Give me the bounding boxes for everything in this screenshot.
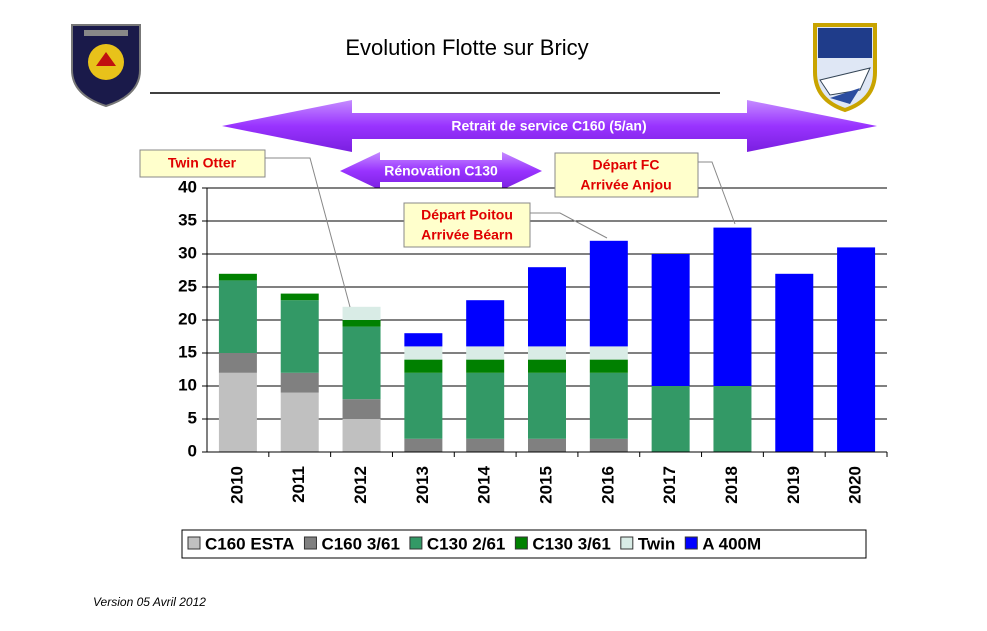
bar-segment xyxy=(404,346,443,360)
bar-segment xyxy=(713,227,752,386)
y-tick-label: 25 xyxy=(178,276,197,295)
x-tick-label: 2011 xyxy=(289,466,308,503)
bar-segment xyxy=(528,346,566,360)
bar-segment xyxy=(713,386,752,452)
bar-segment xyxy=(466,300,505,347)
banner-arrow xyxy=(222,100,877,152)
chart-title: Evolution Flotte sur Bricy xyxy=(345,35,588,60)
bar-segment xyxy=(218,273,257,281)
banner-text: Rénovation C130 xyxy=(384,163,498,179)
bar-segment xyxy=(589,438,628,452)
bar-segment xyxy=(589,372,628,439)
y-tick-label: 30 xyxy=(178,243,197,262)
callout-leader xyxy=(530,212,608,239)
x-tick-label: 2015 xyxy=(536,466,555,504)
footer: Version 05 Avril 2012 xyxy=(93,595,206,609)
bar-segment xyxy=(218,372,257,452)
callout-text: Arrivée Anjou xyxy=(580,177,671,193)
legend-label: C130 2/61 xyxy=(427,534,505,553)
bar-segment xyxy=(404,372,443,439)
bar-segment xyxy=(466,372,505,439)
callout-text: Départ FC xyxy=(593,157,660,173)
x-tick-label: 2020 xyxy=(846,466,865,504)
bar-segment xyxy=(218,353,257,373)
bar-segment xyxy=(466,359,505,373)
callout-leader xyxy=(698,161,736,225)
x-tick-label: 2010 xyxy=(227,466,246,504)
legend-label: C160 3/61 xyxy=(321,534,399,553)
legend-swatch xyxy=(187,536,201,550)
y-tick-label: 35 xyxy=(178,210,197,229)
callout-text: Twin Otter xyxy=(168,155,237,171)
callout-box xyxy=(554,152,699,198)
x-tick-label: 2019 xyxy=(784,466,803,504)
legend-swatch xyxy=(514,536,528,550)
bar-segment xyxy=(528,359,566,373)
bar-segment xyxy=(651,386,690,452)
callout-box xyxy=(403,202,531,248)
bar-segment xyxy=(342,320,381,327)
bar-segment xyxy=(404,438,443,452)
callout-leader xyxy=(265,157,351,308)
bar-segment xyxy=(280,392,319,452)
y-tick-label: 20 xyxy=(178,309,197,328)
legend: C160 ESTA C160 3/61 C130 2/61 C130 3/61 Twin… xyxy=(187,534,761,553)
bar-segment xyxy=(404,333,443,347)
x-tick-label: 2017 xyxy=(660,466,679,504)
plot xyxy=(207,187,887,453)
y-tick-label: 15 xyxy=(178,342,197,361)
bar-segment xyxy=(280,293,319,301)
bar-segment xyxy=(280,372,319,393)
y-tick-label: 5 xyxy=(188,408,197,427)
bar-segment xyxy=(837,247,876,452)
callout-box xyxy=(139,149,266,178)
legend-label: Twin xyxy=(638,534,675,553)
bar-segment xyxy=(466,438,505,452)
bar-segment xyxy=(342,399,381,419)
legend-label: A 400M xyxy=(702,534,761,553)
legend-swatch xyxy=(684,536,698,550)
bar-segment xyxy=(466,346,505,360)
callout-text: Départ Poitou xyxy=(421,207,513,223)
bar-segment xyxy=(589,346,628,360)
bar-segment xyxy=(528,438,566,452)
bar-segment xyxy=(589,240,628,347)
bar-segment xyxy=(404,359,443,373)
legend-swatch xyxy=(409,536,423,550)
banner-arrow xyxy=(340,152,542,190)
bar-segment xyxy=(342,306,381,320)
left-emblem xyxy=(71,24,141,108)
x-tick-label: 2018 xyxy=(722,466,741,504)
legend-label: C130 3/61 xyxy=(532,534,610,553)
legend-label: C160 ESTA xyxy=(205,534,294,553)
bar-segment xyxy=(651,254,690,386)
bar-segment xyxy=(218,280,257,353)
y-tick-label: 40 xyxy=(178,177,197,196)
bar-segment xyxy=(528,372,566,439)
y-tick-label: 10 xyxy=(178,375,197,394)
legend-swatch xyxy=(303,536,317,550)
banner-text: Retrait de service C160 (5/an) xyxy=(451,118,646,134)
x-tick-label: 2016 xyxy=(598,466,617,504)
legend-swatch xyxy=(620,536,634,550)
bar-segment xyxy=(528,267,566,347)
bar-segment xyxy=(280,300,319,373)
right-emblem xyxy=(813,23,877,113)
bar-segment xyxy=(589,359,628,373)
bar-segment xyxy=(342,326,381,400)
bar-segment xyxy=(342,419,381,452)
x-tick-label: 2014 xyxy=(475,465,494,503)
y-tick-label: 0 xyxy=(188,441,197,460)
x-tick-label: 2013 xyxy=(413,466,432,504)
bar-segment xyxy=(775,273,814,452)
x-tick-label: 2012 xyxy=(351,466,370,504)
callout-text: Arrivée Béarn xyxy=(421,227,513,243)
